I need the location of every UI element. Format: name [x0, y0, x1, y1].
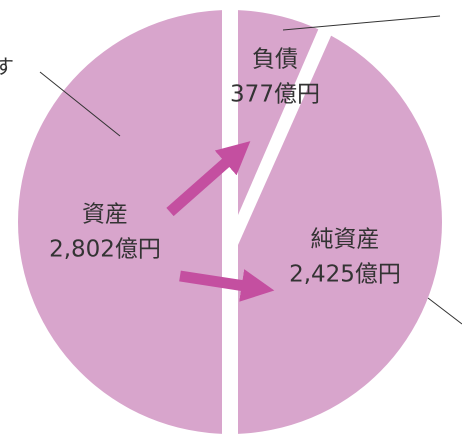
edge-text: す: [0, 55, 14, 79]
net-assets-amount: 2,425億円: [289, 262, 401, 288]
assets-area: [18, 10, 222, 434]
assets-title: 資産: [82, 202, 128, 228]
liabilities-title: 負債: [252, 47, 298, 73]
arrows: [166, 141, 275, 302]
net-assets-area: [238, 10, 442, 434]
assets-amount: 2,802億円: [49, 237, 161, 263]
liabilities-amount: 377億円: [230, 82, 320, 108]
net-assets-title: 純資産: [311, 227, 380, 253]
leader-lines: [39, 15, 462, 325]
